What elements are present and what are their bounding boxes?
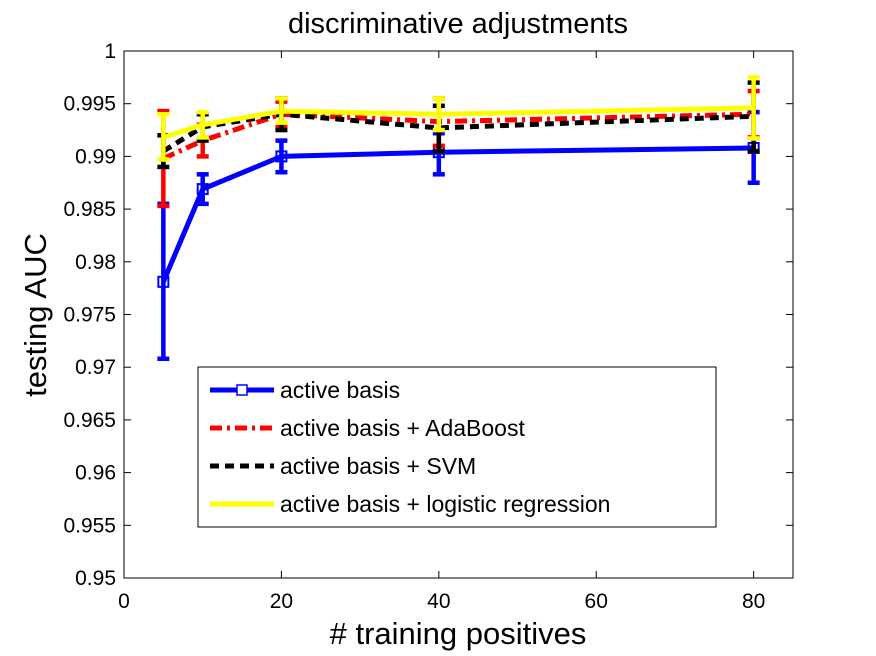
legend-label: active basis + AdaBoost: [280, 415, 525, 441]
y-tick-label: 0.975: [63, 304, 116, 327]
y-tick-label: 0.985: [63, 198, 116, 221]
series-line: [161, 145, 754, 283]
series-3: [157, 75, 760, 162]
axis-ticks: 0 20 40 60 80 0.95 0.955 0.96 0.965 0.97 0.975 0.98…: [63, 40, 793, 613]
legend: active basis active basis + AdaBoost activ…: [197, 366, 717, 528]
y-tick-label: 0.95: [75, 567, 116, 590]
x-tick-label: 40: [427, 590, 450, 613]
series-layer: [157, 75, 760, 362]
x-tick-label: 60: [585, 590, 608, 613]
y-tick-label: 0.96: [75, 462, 116, 485]
chart-title: discriminative adjustments: [288, 8, 628, 40]
series-line: [162, 105, 754, 140]
x-tick-label: 20: [270, 590, 293, 613]
y-tick-label: 0.97: [75, 356, 116, 379]
y-axis-label: testing AUC: [18, 233, 53, 397]
legend-label: active basis + logistic regression: [280, 491, 610, 517]
y-tick-label: 0.995: [63, 93, 116, 116]
data-point-marker: [196, 183, 209, 196]
legend-label: active basis: [280, 377, 400, 403]
data-point-marker: [275, 150, 288, 163]
data-point-marker: [157, 275, 170, 288]
y-tick-label: 0.98: [75, 251, 116, 274]
y-tick-label: 0.955: [63, 514, 116, 537]
y-tick-label: 0.99: [75, 145, 116, 168]
x-tick-label: 80: [742, 590, 765, 613]
x-axis-label: # training positives: [330, 616, 587, 651]
legend-label: active basis + SVM: [280, 453, 476, 479]
y-tick-label: 1: [104, 40, 116, 63]
legend-marker: [236, 384, 248, 396]
y-tick-label: 0.965: [63, 409, 116, 432]
legend-box: [197, 366, 717, 528]
x-tick-label: 0: [118, 590, 130, 613]
